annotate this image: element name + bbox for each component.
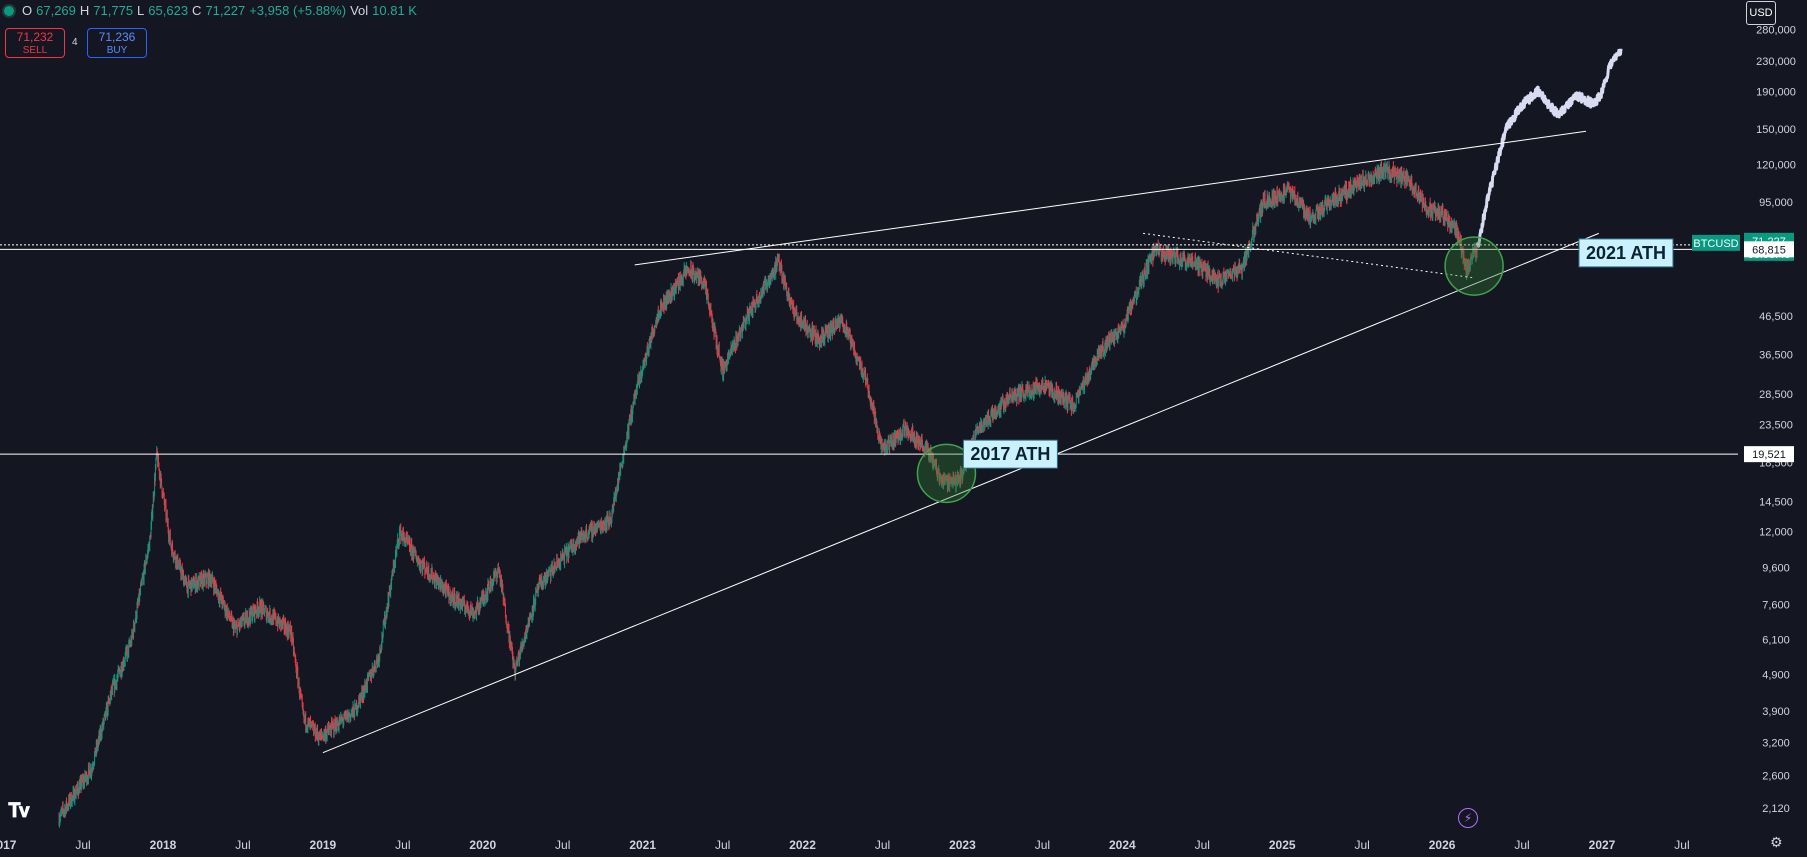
candles	[58, 160, 1478, 828]
market-status-icon	[4, 5, 14, 16]
projection-path	[1475, 48, 1623, 248]
y-tick-label: 280,000	[1756, 25, 1796, 37]
level-badge-text: 68,815	[1752, 244, 1786, 256]
x-axis: 2017 Jul 2018 Jul 2019 Jul 2020 Jul 2021 Jul 2022 J…	[0, 838, 1690, 852]
open-label: O	[22, 3, 33, 18]
y-tick-label: 12,000	[1759, 527, 1793, 539]
high-label: H	[79, 3, 90, 18]
x-tick-label: Jul	[1674, 838, 1689, 852]
annotation-label: 2021 ATH	[1578, 238, 1674, 268]
ohlc-legend: O 67,269 H 71,775 L 65,623 C 71,227 +3,958 (…	[4, 3, 417, 18]
y-tick-label: 2,120	[1762, 803, 1790, 815]
tradingview-logo[interactable]: 𝐓𝐯	[8, 800, 30, 822]
y-tick-label: 230,000	[1756, 56, 1796, 68]
high-value: 71,775	[93, 3, 134, 18]
volume-value: 10.81 K	[372, 3, 417, 18]
y-tick-label: 9,600	[1762, 562, 1790, 574]
y-tick-label: 36,500	[1759, 349, 1793, 361]
y-axis: 280,000 230,000 190,000 150,000 120,000 95,00…	[1756, 25, 1796, 815]
y-tick-label: 14,500	[1759, 497, 1793, 509]
x-tick-label: Jul	[395, 838, 410, 852]
y-tick-label: 95,000	[1759, 197, 1793, 209]
x-tick-label: 2027	[1589, 838, 1616, 852]
x-tick-label: Jul	[235, 838, 250, 852]
y-tick-label: 3,200	[1762, 737, 1790, 749]
symbol-badge-text: BTCUSD	[1693, 238, 1738, 250]
highlight-circle-1	[916, 443, 977, 504]
symbol-badge: BTCUSD	[1692, 234, 1740, 251]
level-badge-bg	[1744, 241, 1794, 258]
sell-price: 71,232	[16, 30, 54, 44]
buy-button[interactable]: 71,236 BUY	[87, 28, 147, 58]
annotation-label: 2017 ATH	[962, 439, 1058, 469]
close-value: 71,227	[205, 3, 246, 18]
x-tick-label: 2023	[949, 838, 976, 852]
x-tick-label: Jul	[715, 838, 730, 852]
volume-label: Vol	[350, 3, 369, 18]
buy-price: 71,236	[98, 30, 136, 44]
currency-selector[interactable]: USD	[1746, 1, 1776, 25]
plot-area: 2017 ATH 2021 ATH	[0, 48, 1738, 828]
level-badge-bg	[1744, 446, 1794, 463]
gear-icon[interactable]: ⚙	[1770, 834, 1783, 850]
symbol-badge-bg	[1692, 234, 1740, 251]
y-tick-label: 28,500	[1759, 389, 1793, 401]
y-tick-label: 46,500	[1759, 311, 1793, 323]
y-tick-label: 4,900	[1762, 669, 1790, 681]
lightning-icon[interactable]: ⚡	[1458, 808, 1478, 828]
highlight-circle-2	[1444, 236, 1504, 296]
low-label: L	[137, 3, 145, 18]
x-tick-label: Jul	[1195, 838, 1210, 852]
x-tick-label: 2018	[150, 838, 177, 852]
annotation-text: 2017 ATH	[970, 444, 1050, 464]
change-value: +3,958 (+5.88%)	[249, 3, 347, 18]
y-tick-label: 150,000	[1756, 124, 1796, 136]
level-badge-text: 19,521	[1752, 449, 1786, 461]
y-tick-label: 120,000	[1756, 160, 1796, 172]
trendline-1	[322, 232, 1599, 754]
close-label: C	[192, 3, 202, 18]
x-tick-label: Jul	[555, 838, 570, 852]
sell-label: SELL	[22, 45, 48, 56]
x-tick-label: Jul	[1035, 838, 1050, 852]
y-tick-label: 23,500	[1759, 420, 1793, 432]
annotation-box	[962, 439, 1058, 469]
low-value: 65,623	[148, 3, 189, 18]
trendline-2	[634, 130, 1587, 266]
x-tick-label: 2019	[310, 838, 337, 852]
projection	[1475, 48, 1623, 248]
buy-label: BUY	[106, 45, 128, 56]
spread-value: 4	[72, 37, 78, 48]
annotation-box	[1578, 238, 1674, 268]
annotation-text: 2021 ATH	[1586, 243, 1666, 263]
y-tick-label: 6,100	[1762, 635, 1790, 647]
x-tick-label: 2021	[629, 838, 656, 852]
x-tick-label: 2025	[1269, 838, 1296, 852]
x-tick-label: 2024	[1109, 838, 1136, 852]
x-tick-label: Jul	[75, 838, 90, 852]
x-tick-label: 2017	[0, 838, 17, 852]
level-badge: 68,815	[1744, 241, 1794, 258]
x-tick-label: 2022	[789, 838, 816, 852]
x-tick-label: Jul	[1514, 838, 1529, 852]
x-tick-label: 2020	[469, 838, 496, 852]
open-value: 67,269	[36, 3, 76, 18]
x-tick-label: 2026	[1429, 838, 1456, 852]
trendline-3	[1143, 232, 1475, 279]
y-tick-label: 190,000	[1756, 86, 1796, 98]
x-tick-label: Jul	[1354, 838, 1369, 852]
y-tick-label: 3,900	[1762, 706, 1790, 718]
level-badge: 19,521	[1744, 446, 1794, 463]
sell-button[interactable]: 71,232 SELL	[5, 28, 65, 58]
y-tick-label: 7,600	[1762, 600, 1790, 612]
x-tick-label: Jul	[875, 838, 890, 852]
y-tick-label: 2,600	[1762, 770, 1790, 782]
